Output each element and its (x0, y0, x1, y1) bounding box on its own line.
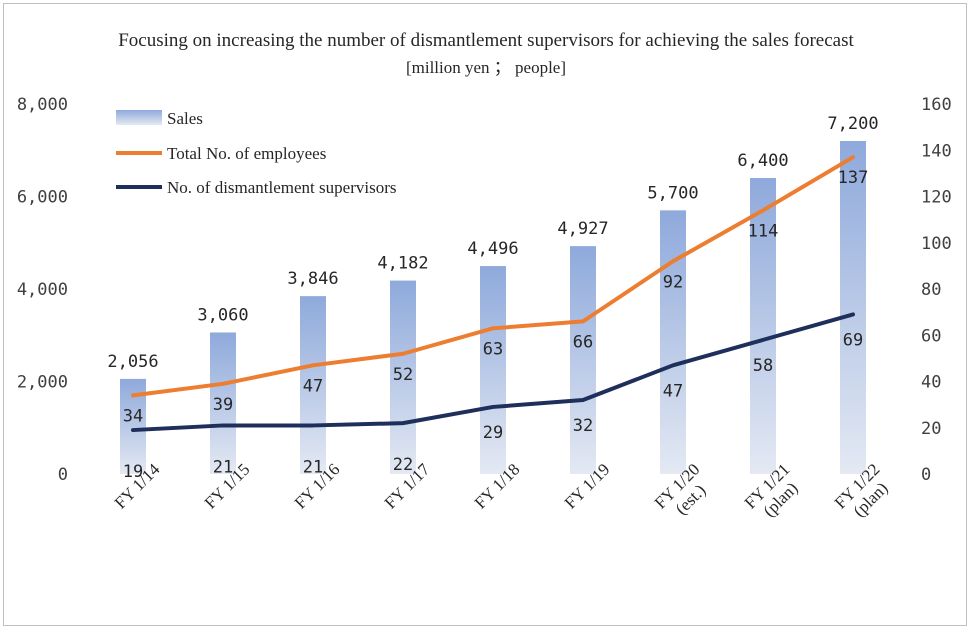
left-tick-label: 0 (58, 465, 68, 485)
left-tick-label: 2,000 (17, 373, 68, 393)
sales-bar (210, 332, 236, 474)
supervisors-point-label: 21 (303, 457, 323, 477)
right-tick-label: 160 (921, 95, 952, 115)
sales-bar (390, 280, 416, 474)
sales-bar-label: 3,060 (197, 305, 248, 325)
sales-bar-label: 4,182 (377, 254, 428, 274)
right-tick-label: 40 (921, 373, 941, 393)
employees-point-label: 92 (663, 272, 683, 292)
chart-title: Focusing on increasing the number of dis… (118, 30, 854, 51)
sales-bar (840, 141, 866, 474)
sales-bar (750, 178, 776, 474)
sales-bar-label: 7,200 (827, 114, 878, 134)
sales-bar-label: 4,496 (467, 239, 518, 259)
employees-line (131, 155, 855, 398)
right-axis: 0 20 40 60 80 100 120 140 160 (921, 95, 952, 485)
sales-bar (570, 246, 596, 474)
chart-subtitle: [million yen ； people] (406, 58, 566, 77)
right-tick-label: 20 (921, 419, 941, 439)
right-tick-label: 0 (921, 465, 931, 485)
sales-bar (300, 296, 326, 474)
series-lines (131, 155, 855, 433)
legend-label-supervisors: No. of dismantlement supervisors (167, 178, 396, 197)
sales-bar (660, 210, 686, 474)
employees-point-label: 34 (123, 406, 143, 426)
sales-bar-label: 6,400 (737, 151, 788, 171)
legend-label-sales: Sales (167, 109, 203, 128)
left-tick-label: 6,000 (17, 188, 68, 208)
right-tick-label: 140 (921, 141, 952, 161)
right-tick-label: 80 (921, 280, 941, 300)
sales-bar-label: 2,056 (107, 352, 158, 372)
supervisors-point-label: 47 (663, 381, 683, 401)
supervisors-point-label: 58 (753, 356, 773, 376)
employees-point-label: 39 (213, 395, 233, 415)
employees-point-label: 137 (838, 168, 869, 188)
right-tick-label: 100 (921, 234, 952, 254)
supervisors-point-label: 22 (393, 455, 413, 475)
supervisors-point-label: 21 (213, 457, 233, 477)
employees-point-label: 66 (573, 332, 593, 352)
sales-bar-label: 3,846 (287, 269, 338, 289)
legend-label-employees: Total No. of employees (167, 144, 326, 163)
legend-swatch-sales (116, 110, 162, 125)
left-axis: 0 2,000 4,000 6,000 8,000 (17, 95, 68, 485)
supervisors-point-label: 19 (123, 462, 143, 482)
employees-point-label: 47 (303, 376, 323, 396)
data-labels: 2,056 3,060 3,846 4,182 4,496 4,927 5,700 6,400… (107, 114, 878, 482)
sales-bar (480, 266, 506, 474)
right-tick-label: 120 (921, 188, 952, 208)
employees-point-label: 52 (393, 365, 413, 385)
legend: Sales Total No. of employees No. of dism… (116, 109, 396, 197)
supervisors-point-label: 32 (573, 416, 593, 436)
employees-point-label: 63 (483, 339, 503, 359)
left-tick-label: 8,000 (17, 95, 68, 115)
sales-bar-label: 4,927 (557, 219, 608, 239)
employees-point-label: 114 (748, 221, 779, 241)
supervisors-point-label: 69 (843, 330, 863, 350)
right-tick-label: 60 (921, 326, 941, 346)
sales-bar-label: 5,700 (647, 183, 698, 203)
supervisors-point-label: 29 (483, 423, 503, 443)
left-tick-label: 4,000 (17, 280, 68, 300)
supervisors-line (131, 312, 855, 433)
